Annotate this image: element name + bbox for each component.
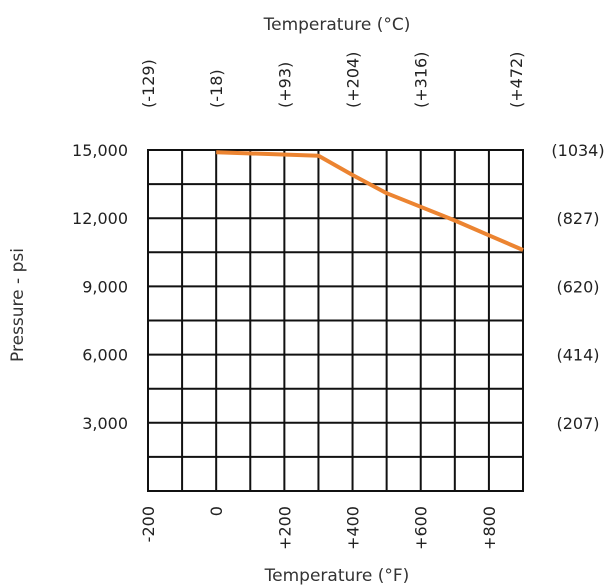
x-tick-label: -200: [139, 506, 158, 542]
top-tick-label: (+316): [412, 52, 431, 108]
x-tick-label: 0: [207, 506, 226, 516]
top-tick-label: (-129): [139, 59, 158, 108]
right-tick-label: (414): [556, 346, 599, 365]
top-axis-title: Temperature (°C): [263, 15, 411, 35]
x-tick-label: +600: [412, 506, 431, 550]
top-tick-label: (+93): [275, 62, 294, 108]
x-axis-title: Temperature (°F): [264, 566, 410, 586]
plot-frame: [147, 149, 524, 492]
right-tick-label: (827): [556, 209, 599, 228]
y-tick-label: 9,000: [82, 277, 128, 296]
series-layer: [216, 150, 524, 252]
top-tick-label: (-18): [207, 69, 226, 108]
tick-labels: -200 0 +200 +400 +600 +800 (-129) (-18) (+93) (+2…: [72, 52, 605, 550]
pressure-series-line: [216, 150, 524, 252]
top-tick-label: (+204): [344, 52, 363, 108]
right-tick-label: (1034): [551, 141, 604, 160]
right-tick-label: (620): [556, 277, 599, 296]
y-tick-label: 6,000: [82, 346, 128, 365]
plot-grid: [147, 149, 524, 492]
top-tick-label: (+472): [507, 52, 526, 108]
y-tick-label: 15,000: [72, 141, 128, 160]
x-tick-label: +800: [480, 506, 499, 550]
y-axis-title: Pressure - psi: [8, 248, 28, 362]
x-tick-label: +200: [275, 506, 294, 550]
x-tick-label: +400: [344, 506, 363, 550]
right-tick-label: (207): [556, 414, 599, 433]
y-tick-label: 12,000: [72, 209, 128, 228]
y-tick-label: 3,000: [82, 414, 128, 433]
